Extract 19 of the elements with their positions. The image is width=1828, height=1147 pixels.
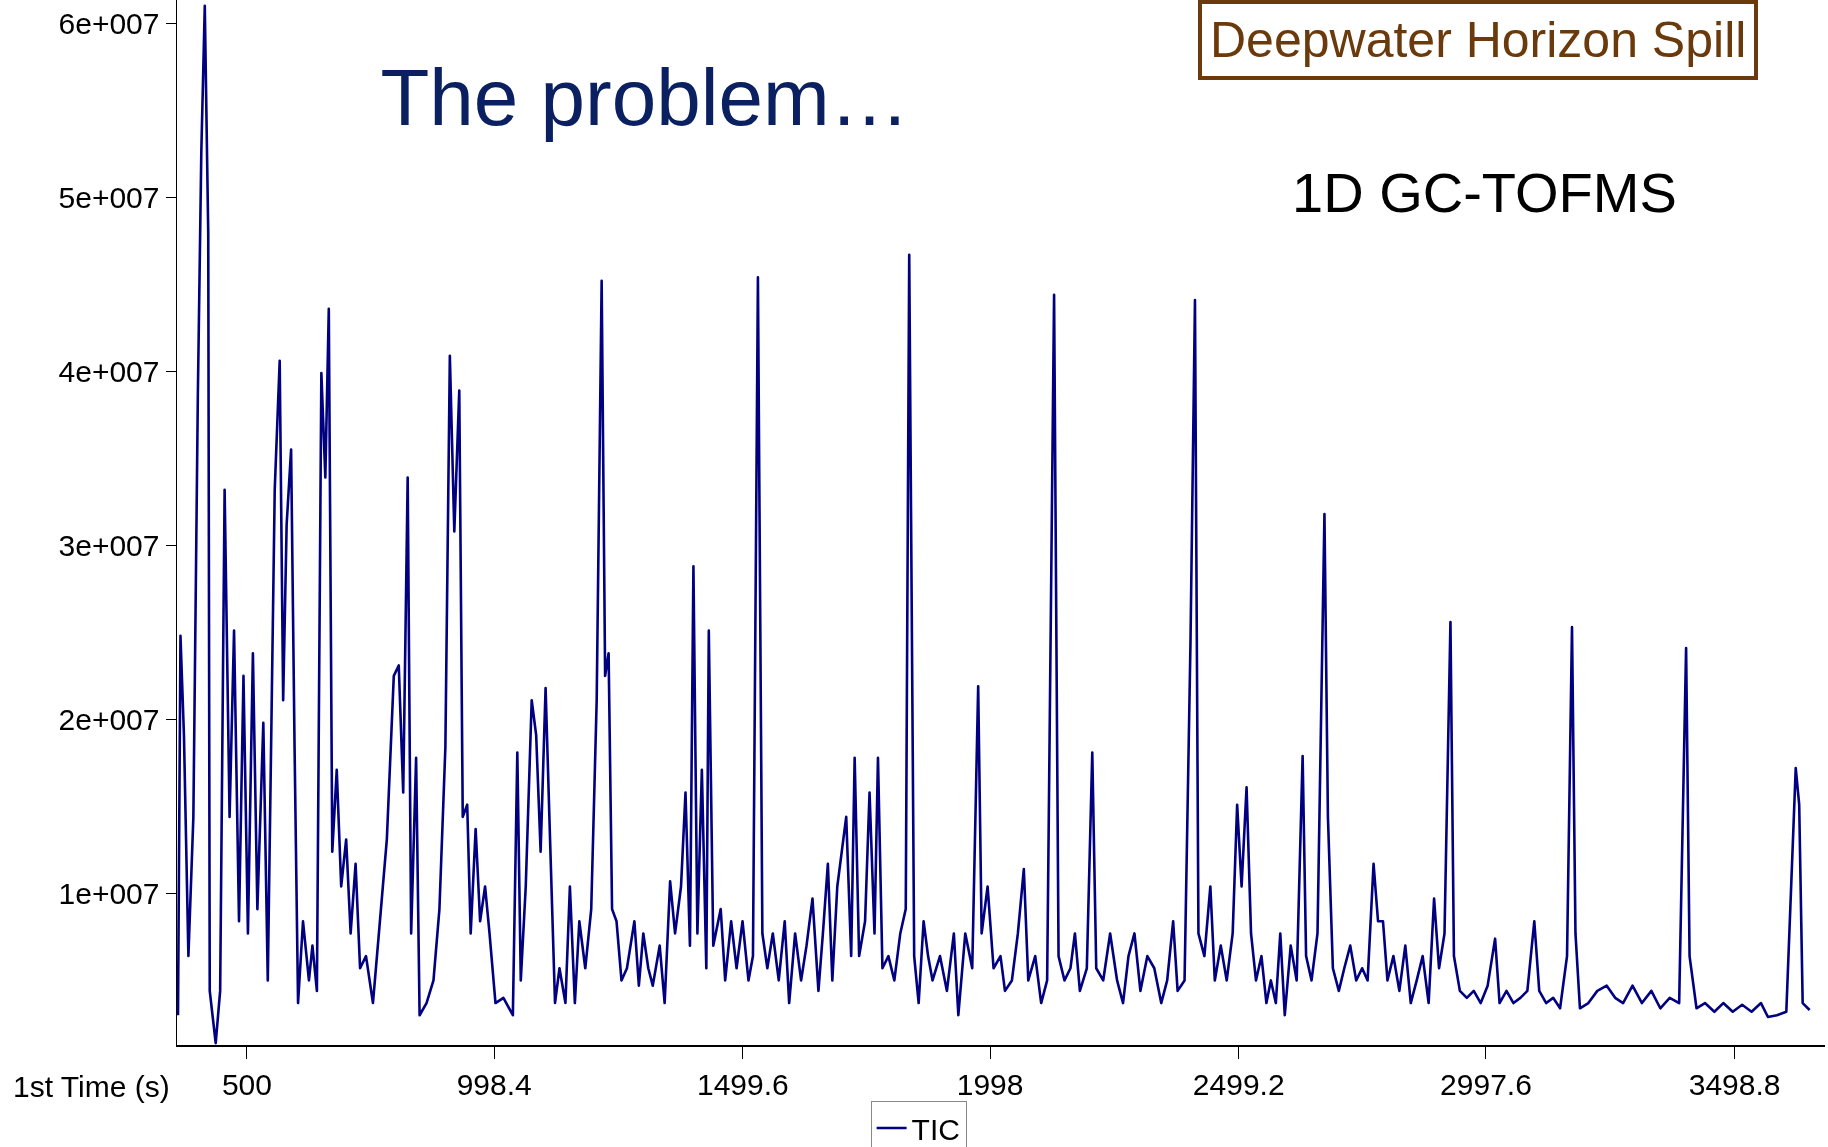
line-series bbox=[177, 4, 1811, 1045]
y-tick-label: 3e+007 bbox=[58, 528, 160, 562]
y-tick-label: 4e+007 bbox=[58, 354, 160, 388]
y-tick-label: 6e+007 bbox=[58, 6, 160, 40]
legend-label: TIC bbox=[911, 1112, 960, 1146]
x-tick-label: 1499.6 bbox=[696, 1067, 789, 1101]
x-tick-label: 2499.2 bbox=[1192, 1067, 1285, 1101]
y-tick-label: 5e+007 bbox=[58, 180, 160, 214]
annotation: 1D GC-TOFMS bbox=[1292, 161, 1677, 224]
y-tick-label: 1e+007 bbox=[58, 876, 160, 910]
x-tick-label: 500 bbox=[221, 1067, 272, 1101]
x-axis-title: 1st Time (s) bbox=[13, 1070, 170, 1103]
x-tick-label: 3498.8 bbox=[1688, 1067, 1781, 1101]
annotation: Deepwater Horizon Spill bbox=[1210, 12, 1747, 68]
y-tick-label: 2e+007 bbox=[58, 702, 160, 736]
x-tick-label: 2997.6 bbox=[1440, 1067, 1532, 1101]
x-tick-label: 998.4 bbox=[456, 1067, 532, 1101]
text: The problem… bbox=[380, 53, 910, 142]
x-tick-label: 1998 bbox=[956, 1067, 1024, 1101]
